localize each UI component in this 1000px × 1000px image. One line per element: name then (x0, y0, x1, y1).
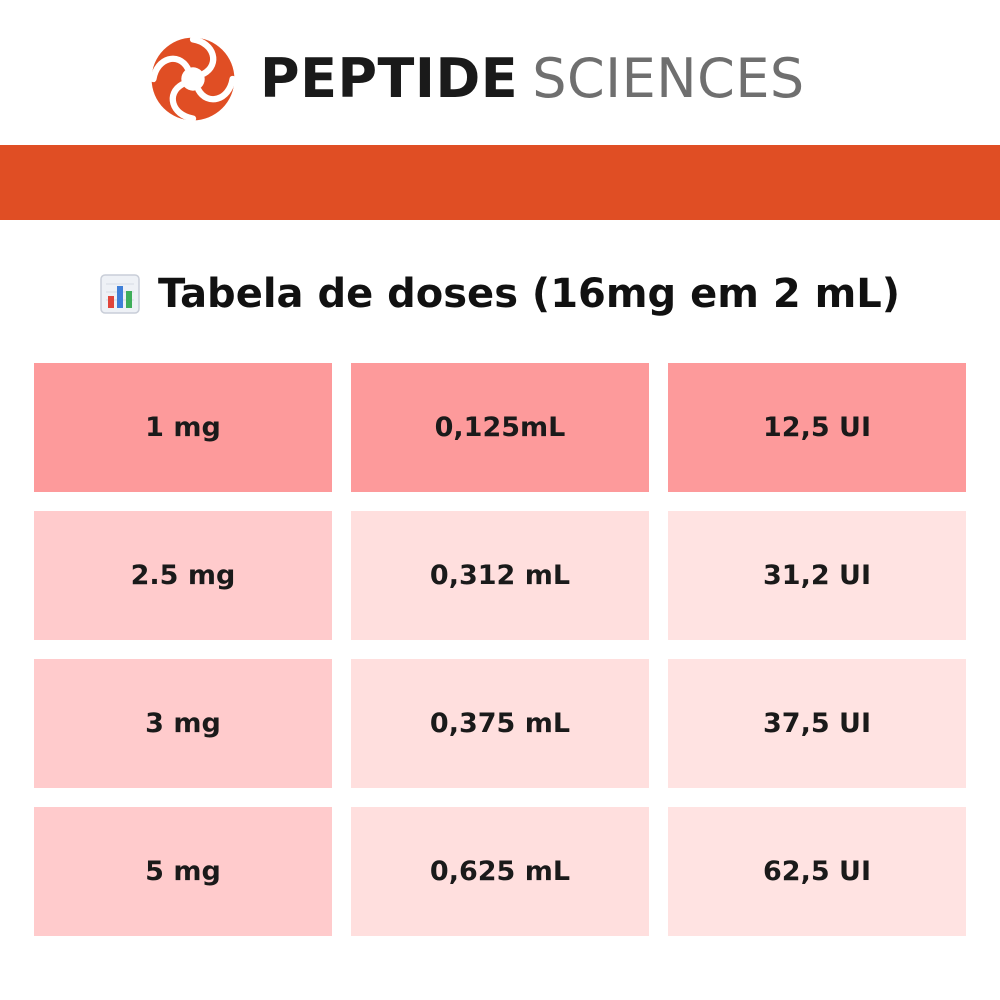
table-cell-units: 31,2 UI (668, 511, 966, 640)
table-cell-units: 62,5 UI (668, 807, 966, 936)
table-cell-volume: 0,312 mL (351, 511, 649, 640)
table-cell-dose: 1 mg (34, 363, 332, 492)
table-cell-volume: 0,125mL (351, 363, 649, 492)
brand-name-primary: PEPTIDE (260, 47, 519, 110)
table-cell-units: 37,5 UI (668, 659, 966, 788)
title-row: Tabela de doses (16mg em 2 mL) (0, 262, 1000, 326)
dose-table: 1 mg 0,125mL 12,5 UI 2.5 mg 0,312 mL 31,… (34, 363, 966, 936)
page-title: Tabela de doses (16mg em 2 mL) (157, 271, 901, 317)
brand-name: PEPTIDE SCIENCES (260, 52, 805, 106)
table-cell-dose: 5 mg (34, 807, 332, 936)
table-cell-volume: 0,375 mL (351, 659, 649, 788)
table-cell-dose: 2.5 mg (34, 511, 332, 640)
brand-name-secondary: SCIENCES (532, 47, 805, 110)
bar-chart-icon (100, 274, 140, 314)
swirl-logo-icon (150, 36, 236, 122)
table-cell-units: 12,5 UI (668, 363, 966, 492)
brand-logo: PEPTIDE SCIENCES (148, 34, 805, 124)
accent-banner (0, 145, 1000, 220)
table-cell-volume: 0,625 mL (351, 807, 649, 936)
table-cell-dose: 3 mg (34, 659, 332, 788)
